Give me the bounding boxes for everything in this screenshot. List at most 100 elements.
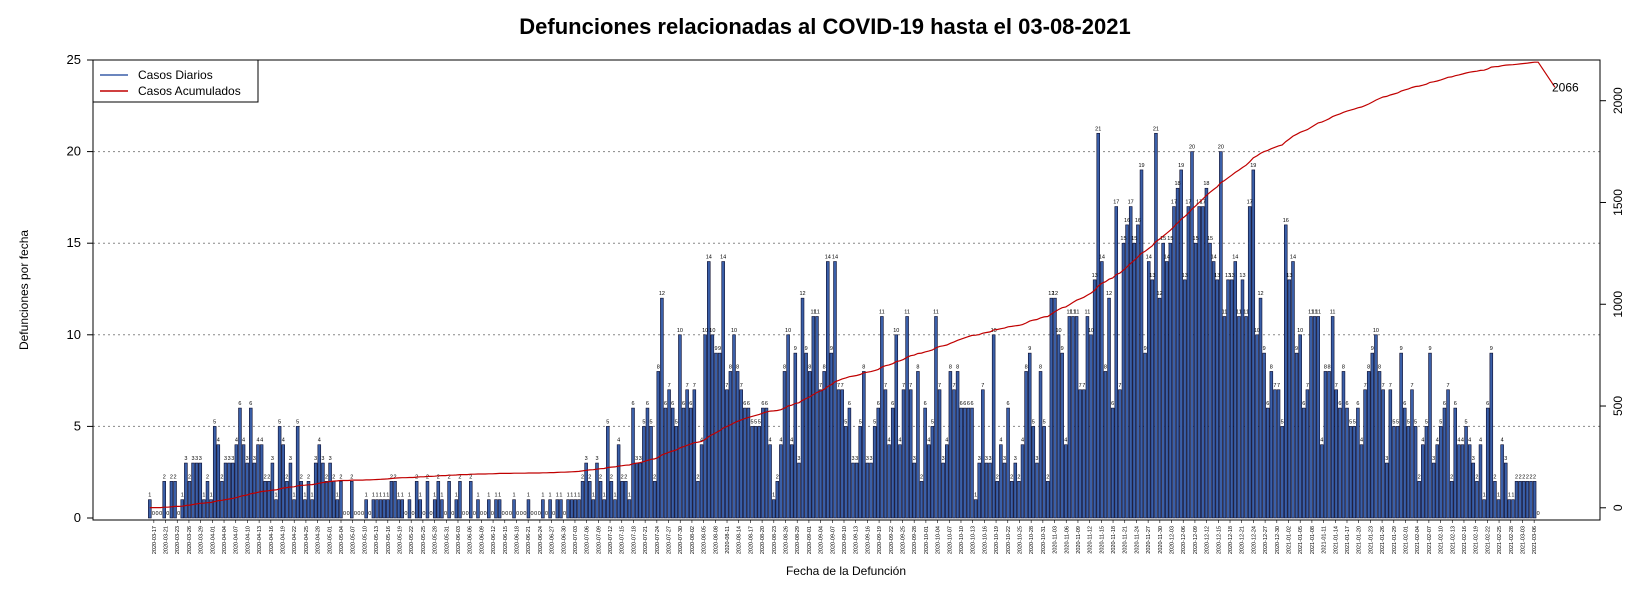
- bar-value-label: 7: [952, 383, 955, 389]
- bar: [1190, 151, 1194, 519]
- bar: [1522, 481, 1526, 519]
- bar: [1500, 444, 1504, 519]
- bar: [541, 499, 545, 519]
- bar-value-label: 10: [1297, 328, 1303, 334]
- bar: [1121, 242, 1126, 519]
- x-tick-label: 2020-07-24: [655, 526, 661, 554]
- bar: [299, 481, 304, 519]
- bar: [1525, 481, 1530, 519]
- bar-value-label: 13: [1182, 273, 1188, 279]
- bar-value-label: 1: [303, 493, 306, 499]
- bar-value-label: 2: [624, 474, 627, 480]
- bar: [328, 462, 332, 519]
- bar: [234, 444, 239, 519]
- bar: [389, 481, 394, 519]
- bar: [908, 389, 913, 519]
- x-tick-label: 2020-06-18: [514, 526, 520, 554]
- bar-value-label: 11: [933, 309, 939, 315]
- bar: [1403, 407, 1407, 519]
- cumulative-line: [149, 61, 1556, 509]
- x-tick-label: 2020-03-21: [164, 526, 170, 554]
- bar-value-label: 2: [220, 474, 223, 480]
- bar-value-label: 0: [538, 511, 541, 517]
- bar-value-label: 3: [314, 456, 317, 462]
- bar: [1316, 316, 1320, 519]
- bar-value-label: 3: [1472, 456, 1475, 462]
- bar: [1132, 242, 1137, 519]
- bar: [1240, 279, 1245, 519]
- bar: [317, 444, 322, 519]
- bar: [267, 481, 271, 519]
- bar-value-label: 8: [1328, 364, 1331, 370]
- bar: [1413, 426, 1418, 519]
- bar-value-label: 2: [610, 474, 613, 480]
- bar-value-label: 5: [859, 419, 862, 425]
- bar: [699, 444, 704, 519]
- bar-value-label: 1: [498, 493, 501, 499]
- bar: [818, 389, 823, 519]
- bar-value-label: 1: [455, 493, 458, 499]
- x-tick-label: 2021-02-22: [1485, 526, 1491, 554]
- bar: [1399, 352, 1403, 519]
- bar: [497, 499, 502, 519]
- bar-value-label: 0: [523, 511, 526, 517]
- bar: [1482, 499, 1486, 519]
- bar-value-label: 2: [264, 474, 267, 480]
- bar-value-label: 1: [375, 493, 378, 499]
- bar: [209, 499, 213, 519]
- x-tick-label: 2020-06-21: [526, 526, 532, 554]
- bar: [454, 499, 459, 519]
- x-tick-label: 2020-03-17: [152, 526, 158, 554]
- bar-value-label: 2: [206, 474, 209, 480]
- bar-value-label: 2: [920, 474, 923, 480]
- bar: [707, 261, 711, 519]
- bar-value-label: 0: [155, 511, 158, 517]
- x-tick-label: 2020-07-27: [667, 526, 673, 554]
- bar: [1323, 371, 1328, 519]
- bar-value-label: 9: [1400, 346, 1403, 352]
- bar: [1327, 371, 1331, 519]
- bar: [1006, 407, 1010, 519]
- bar-value-label: 3: [192, 456, 195, 462]
- bar-value-label: 4: [1360, 438, 1363, 444]
- bar-value-label: 1: [181, 493, 184, 499]
- bar-value-label: 7: [902, 383, 905, 389]
- bar-value-label: 8: [736, 364, 739, 370]
- bar-value-label: 17: [1171, 200, 1177, 206]
- bar-value-label: 0: [473, 511, 476, 517]
- bar: [555, 499, 560, 519]
- bar: [458, 481, 462, 519]
- bar-value-label: 3: [942, 456, 945, 462]
- bar: [743, 407, 747, 519]
- bar: [1471, 462, 1476, 519]
- bar: [775, 481, 780, 519]
- bar-value-label: 21: [1153, 126, 1159, 132]
- bar-value-label: 0: [516, 511, 519, 517]
- bar-value-label: 5: [675, 419, 678, 425]
- bar-value-label: 1: [365, 493, 368, 499]
- x-tick-label: 2020-03-26: [187, 526, 193, 554]
- bar-value-label: 0: [412, 511, 415, 517]
- bar: [1172, 206, 1176, 519]
- bar-value-label: 2: [1450, 474, 1453, 480]
- bar: [977, 462, 981, 519]
- bar: [981, 389, 985, 519]
- x-tick-label: 2020-12-12: [1205, 526, 1211, 554]
- bar: [1251, 169, 1256, 519]
- bar-value-label: 0: [502, 511, 505, 517]
- bar: [1532, 481, 1537, 519]
- x-tick-label: 2020-11-15: [1099, 526, 1105, 554]
- bar: [202, 499, 206, 519]
- bar-value-label: 6: [848, 401, 851, 407]
- bar: [1183, 279, 1187, 519]
- bar-value-label: 8: [862, 364, 865, 370]
- x-tick-label: 2020-05-10: [362, 526, 368, 554]
- bar: [1226, 279, 1230, 519]
- bar: [259, 444, 264, 519]
- bar-value-label: 1: [476, 493, 479, 499]
- bar: [656, 371, 661, 519]
- bar-value-label: 3: [231, 456, 234, 462]
- bar: [959, 407, 963, 519]
- bar: [194, 462, 199, 519]
- bar: [1204, 187, 1209, 519]
